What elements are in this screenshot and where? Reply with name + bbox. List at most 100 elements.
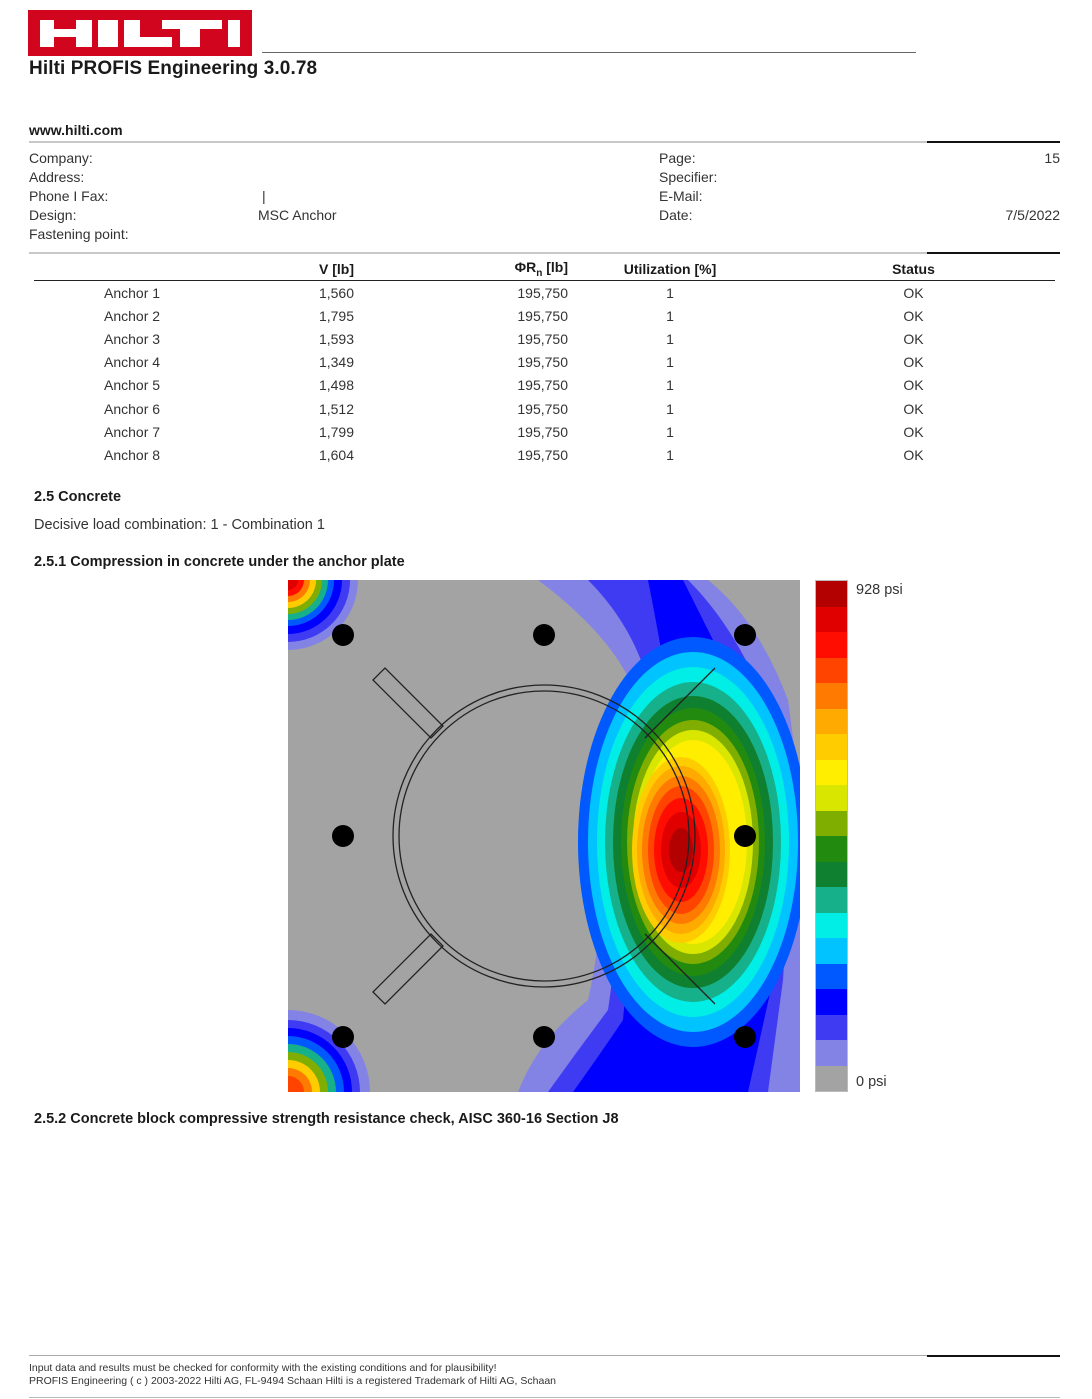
legend-band bbox=[816, 861, 847, 887]
cell-phi-rn: 195,750 bbox=[517, 400, 568, 417]
anchor-marker bbox=[332, 825, 354, 847]
cell-status: OK bbox=[903, 423, 924, 440]
column-ring-inner bbox=[398, 690, 690, 982]
table-row: Anchor 5 1,498 195,750 1 OK bbox=[34, 374, 1055, 397]
legend-band bbox=[816, 963, 847, 989]
color-scale-legend bbox=[815, 580, 848, 1092]
legend-band bbox=[816, 606, 847, 632]
legend-band bbox=[816, 912, 847, 938]
column-ring-outer bbox=[392, 684, 696, 988]
legend-band bbox=[816, 785, 847, 811]
cell-status: OK bbox=[903, 330, 924, 347]
meta-value-address bbox=[258, 168, 337, 187]
cell-name: Anchor 8 bbox=[104, 446, 161, 463]
anchor-marker bbox=[533, 624, 555, 646]
website-link[interactable]: www.hilti.com bbox=[29, 122, 123, 138]
footer-rule bbox=[29, 1355, 927, 1356]
heatmap-canvas bbox=[288, 580, 800, 1092]
meta-value-company bbox=[258, 149, 337, 168]
cell-v: 1,560 bbox=[318, 284, 354, 301]
legend-band bbox=[816, 1014, 847, 1040]
legend-band bbox=[816, 759, 847, 785]
meta-value-specifier bbox=[1006, 168, 1061, 187]
header-divider bbox=[262, 52, 916, 53]
meta-label-email: E-Mail: bbox=[659, 188, 703, 204]
stiffener-outlines bbox=[372, 667, 716, 1005]
legend-band bbox=[816, 734, 847, 760]
cell-utilization: 1 bbox=[666, 284, 674, 301]
cell-status: OK bbox=[903, 377, 924, 394]
cell-phi-rn: 195,750 bbox=[517, 377, 568, 394]
meta-right-labels: Page: Specifier: E-Mail: Date: bbox=[659, 149, 717, 225]
section-heading-block-strength: 2.5.2 Concrete block compressive strengt… bbox=[34, 1111, 619, 1127]
anchor-marker bbox=[734, 1026, 756, 1048]
meta-value-date: 7/5/2022 bbox=[1005, 207, 1061, 223]
anchor-marker bbox=[332, 1026, 354, 1048]
meta-label-specifier: Specifier: bbox=[659, 169, 718, 185]
app-title: Hilti PROFIS Engineering 3.0.78 bbox=[29, 58, 318, 79]
cell-name: Anchor 3 bbox=[104, 330, 161, 347]
meta-label-phone-fax: Phone I Fax: bbox=[29, 188, 109, 204]
legend-band bbox=[816, 836, 847, 862]
meta-label-company: Company: bbox=[29, 150, 93, 166]
table-row: Anchor 8 1,604 195,750 1 OK bbox=[34, 443, 1055, 466]
cell-v: 1,795 bbox=[318, 307, 354, 324]
compression-heatmap bbox=[288, 580, 800, 1092]
cell-phi-rn: 195,750 bbox=[517, 284, 568, 301]
meta-value-fastening-point bbox=[258, 225, 337, 244]
table-row: Anchor 6 1,512 195,750 1 OK bbox=[34, 397, 1055, 420]
header-rule-accent bbox=[927, 141, 1060, 143]
cell-v: 1,799 bbox=[318, 423, 354, 440]
footer-rule-accent bbox=[927, 1355, 1060, 1357]
cell-status: OK bbox=[903, 307, 924, 324]
legend-band bbox=[816, 887, 847, 913]
table-row: Anchor 3 1,593 195,750 1 OK bbox=[34, 327, 1055, 350]
table-rule-accent bbox=[927, 252, 1060, 254]
hilti-logo bbox=[28, 10, 252, 56]
meta-value-design: MSC Anchor bbox=[258, 207, 337, 223]
cell-phi-rn: 195,750 bbox=[517, 307, 568, 324]
meta-label-date: Date: bbox=[659, 207, 693, 223]
col-header-v: V [lb] bbox=[204, 257, 354, 281]
cell-utilization: 1 bbox=[666, 400, 674, 417]
cell-status: OK bbox=[903, 400, 924, 417]
cell-name: Anchor 5 bbox=[104, 377, 161, 394]
table-row: Anchor 1 1,560 195,750 1 OK bbox=[34, 281, 1055, 305]
legend-band bbox=[816, 657, 847, 683]
legend-band bbox=[816, 1065, 847, 1091]
cell-status: OK bbox=[903, 284, 924, 301]
anchor-shear-table: V [lb] ΦRn [lb] Utilization [%] Status A… bbox=[34, 257, 1055, 467]
cell-v: 1,604 bbox=[318, 446, 354, 463]
legend-band bbox=[816, 581, 847, 607]
cell-status: OK bbox=[903, 354, 924, 371]
footer-line-2: PROFIS Engineering ( c ) 2003-2022 Hilti… bbox=[29, 1375, 556, 1387]
cell-v: 1,593 bbox=[318, 330, 354, 347]
meta-label-design: Design: bbox=[29, 207, 77, 223]
meta-left-values: | MSC Anchor bbox=[258, 149, 337, 244]
col-header-name bbox=[34, 257, 204, 281]
legend-band bbox=[816, 938, 847, 964]
cell-v: 1,349 bbox=[318, 354, 354, 371]
meta-label-address: Address: bbox=[29, 169, 85, 185]
meta-value-phone-fax: | bbox=[262, 188, 266, 204]
legend-band bbox=[816, 708, 847, 734]
legend-band bbox=[816, 810, 847, 836]
section-heading-compression: 2.5.1 Compression in concrete under the … bbox=[34, 554, 405, 570]
legend-min-label: 0 psi bbox=[856, 1074, 887, 1090]
cell-name: Anchor 4 bbox=[104, 354, 161, 371]
cell-phi-rn: 195,750 bbox=[517, 423, 568, 440]
table-row: Anchor 2 1,795 195,750 1 OK bbox=[34, 304, 1055, 327]
cell-phi-rn: 195,750 bbox=[517, 354, 568, 371]
cell-name: Anchor 2 bbox=[104, 307, 161, 324]
meta-value-email bbox=[1006, 187, 1061, 206]
legend-band bbox=[816, 989, 847, 1015]
meta-label-page: Page: bbox=[659, 150, 696, 166]
legend-max-label: 928 psi bbox=[856, 582, 903, 598]
meta-right-values: 15 7/5/2022 bbox=[1006, 149, 1061, 225]
cell-phi-rn: 195,750 bbox=[517, 446, 568, 463]
cell-v: 1,512 bbox=[318, 400, 354, 417]
anchor-marker bbox=[734, 825, 756, 847]
meta-value-page: 15 bbox=[1044, 150, 1060, 166]
cell-name: Anchor 1 bbox=[104, 284, 161, 301]
cell-utilization: 1 bbox=[666, 354, 674, 371]
